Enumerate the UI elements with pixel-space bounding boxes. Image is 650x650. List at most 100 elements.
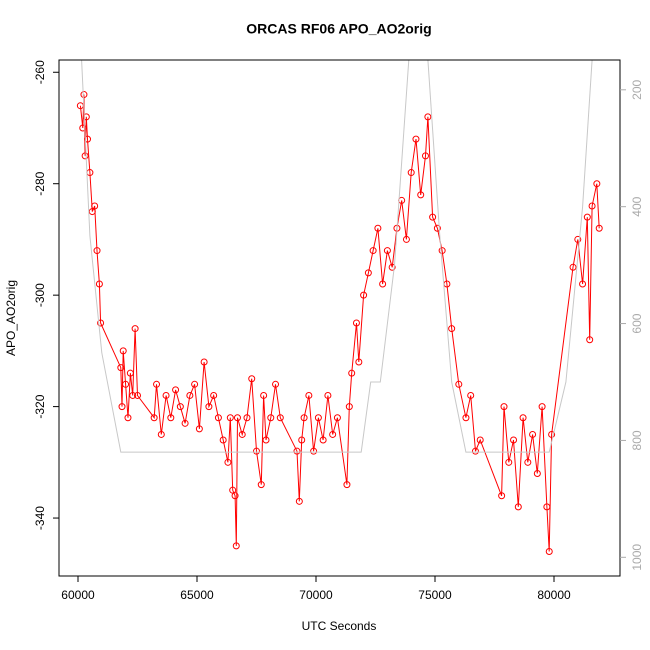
data-point xyxy=(131,325,139,333)
data-point xyxy=(176,403,184,411)
data-point xyxy=(448,325,456,333)
data-point xyxy=(314,414,322,422)
data-point xyxy=(519,414,527,422)
data-point xyxy=(417,191,425,199)
data-point xyxy=(238,430,246,438)
data-point xyxy=(455,380,463,388)
data-point xyxy=(248,375,256,383)
data-point xyxy=(232,542,240,550)
data-point xyxy=(369,247,377,255)
data-point xyxy=(117,364,125,372)
data-point xyxy=(81,152,89,160)
y2-tick-label: 800 xyxy=(630,430,644,450)
data-point xyxy=(352,319,360,327)
data-point xyxy=(424,113,432,121)
data-point xyxy=(505,458,513,466)
data-point xyxy=(514,503,522,511)
data-point xyxy=(305,391,313,399)
data-point xyxy=(97,319,105,327)
data-point xyxy=(150,414,158,422)
data-point xyxy=(172,386,180,394)
data-point xyxy=(533,469,541,477)
data-point xyxy=(293,447,301,455)
data-point xyxy=(319,436,327,444)
data-point xyxy=(524,458,532,466)
data-point xyxy=(295,497,303,505)
data-point xyxy=(588,202,596,210)
data-point xyxy=(310,447,318,455)
data-point xyxy=(345,403,353,411)
data-point xyxy=(421,152,429,160)
x-tick-label: 75000 xyxy=(418,588,452,602)
data-point xyxy=(500,403,508,411)
data-point xyxy=(529,430,537,438)
data-point xyxy=(260,391,268,399)
data-point xyxy=(412,135,420,143)
data-point xyxy=(267,414,275,422)
data-point xyxy=(467,391,475,399)
data-point xyxy=(586,336,594,344)
data-point xyxy=(388,263,396,271)
data-point xyxy=(510,436,518,444)
y2-tick-label: 1000 xyxy=(630,544,644,571)
data-point xyxy=(119,347,127,355)
data-point xyxy=(579,280,587,288)
data-point xyxy=(200,358,208,366)
data-point xyxy=(272,380,280,388)
data-point xyxy=(402,235,410,243)
data-point xyxy=(167,414,175,422)
plot-frame xyxy=(58,59,621,577)
data-point xyxy=(374,224,382,232)
data-point xyxy=(383,247,391,255)
data-point xyxy=(407,169,415,177)
chart-title: ORCAS RF06 APO_AO2orig xyxy=(246,21,431,37)
data-point xyxy=(429,213,437,221)
data-point xyxy=(574,235,582,243)
y2-tick-label: 200 xyxy=(630,79,644,99)
y-tick-label: -280 xyxy=(33,171,47,195)
data-point xyxy=(133,391,141,399)
data-point xyxy=(226,414,234,422)
data-point xyxy=(471,447,479,455)
data-point xyxy=(548,430,556,438)
data-point xyxy=(157,430,165,438)
x-tick-label: 70000 xyxy=(299,588,333,602)
series-line xyxy=(79,94,600,552)
data-point xyxy=(186,391,194,399)
y-tick-label: -260 xyxy=(33,60,47,84)
y-axis-label: APO_AO2orig xyxy=(4,280,18,356)
data-point xyxy=(324,391,332,399)
data-point xyxy=(348,369,356,377)
data-point xyxy=(583,213,591,221)
y-tick-label: -300 xyxy=(33,283,47,307)
data-point xyxy=(593,180,601,188)
data-point xyxy=(355,358,363,366)
y-tick-label: -320 xyxy=(33,394,47,418)
data-point xyxy=(364,269,372,277)
data-point xyxy=(379,280,387,288)
data-point xyxy=(257,481,265,489)
data-point xyxy=(298,436,306,444)
data-point xyxy=(82,113,90,121)
data-point xyxy=(343,481,351,489)
data-point xyxy=(545,547,553,555)
data-point xyxy=(129,391,137,399)
y2-tick-label: 400 xyxy=(630,196,644,216)
data-point xyxy=(329,430,337,438)
data-point xyxy=(126,369,134,377)
data-point xyxy=(210,391,218,399)
data-point xyxy=(433,224,441,232)
data-point xyxy=(224,458,232,466)
y-tick-label: -340 xyxy=(33,506,47,530)
data-point xyxy=(205,403,213,411)
data-point xyxy=(569,263,577,271)
data-point xyxy=(262,436,270,444)
data-point xyxy=(233,414,241,422)
y2-tick-label: 600 xyxy=(630,313,644,333)
data-point xyxy=(243,414,251,422)
data-point xyxy=(229,486,237,494)
data-point xyxy=(181,419,189,427)
data-point xyxy=(191,380,199,388)
data-point xyxy=(122,380,130,388)
data-point xyxy=(95,280,103,288)
